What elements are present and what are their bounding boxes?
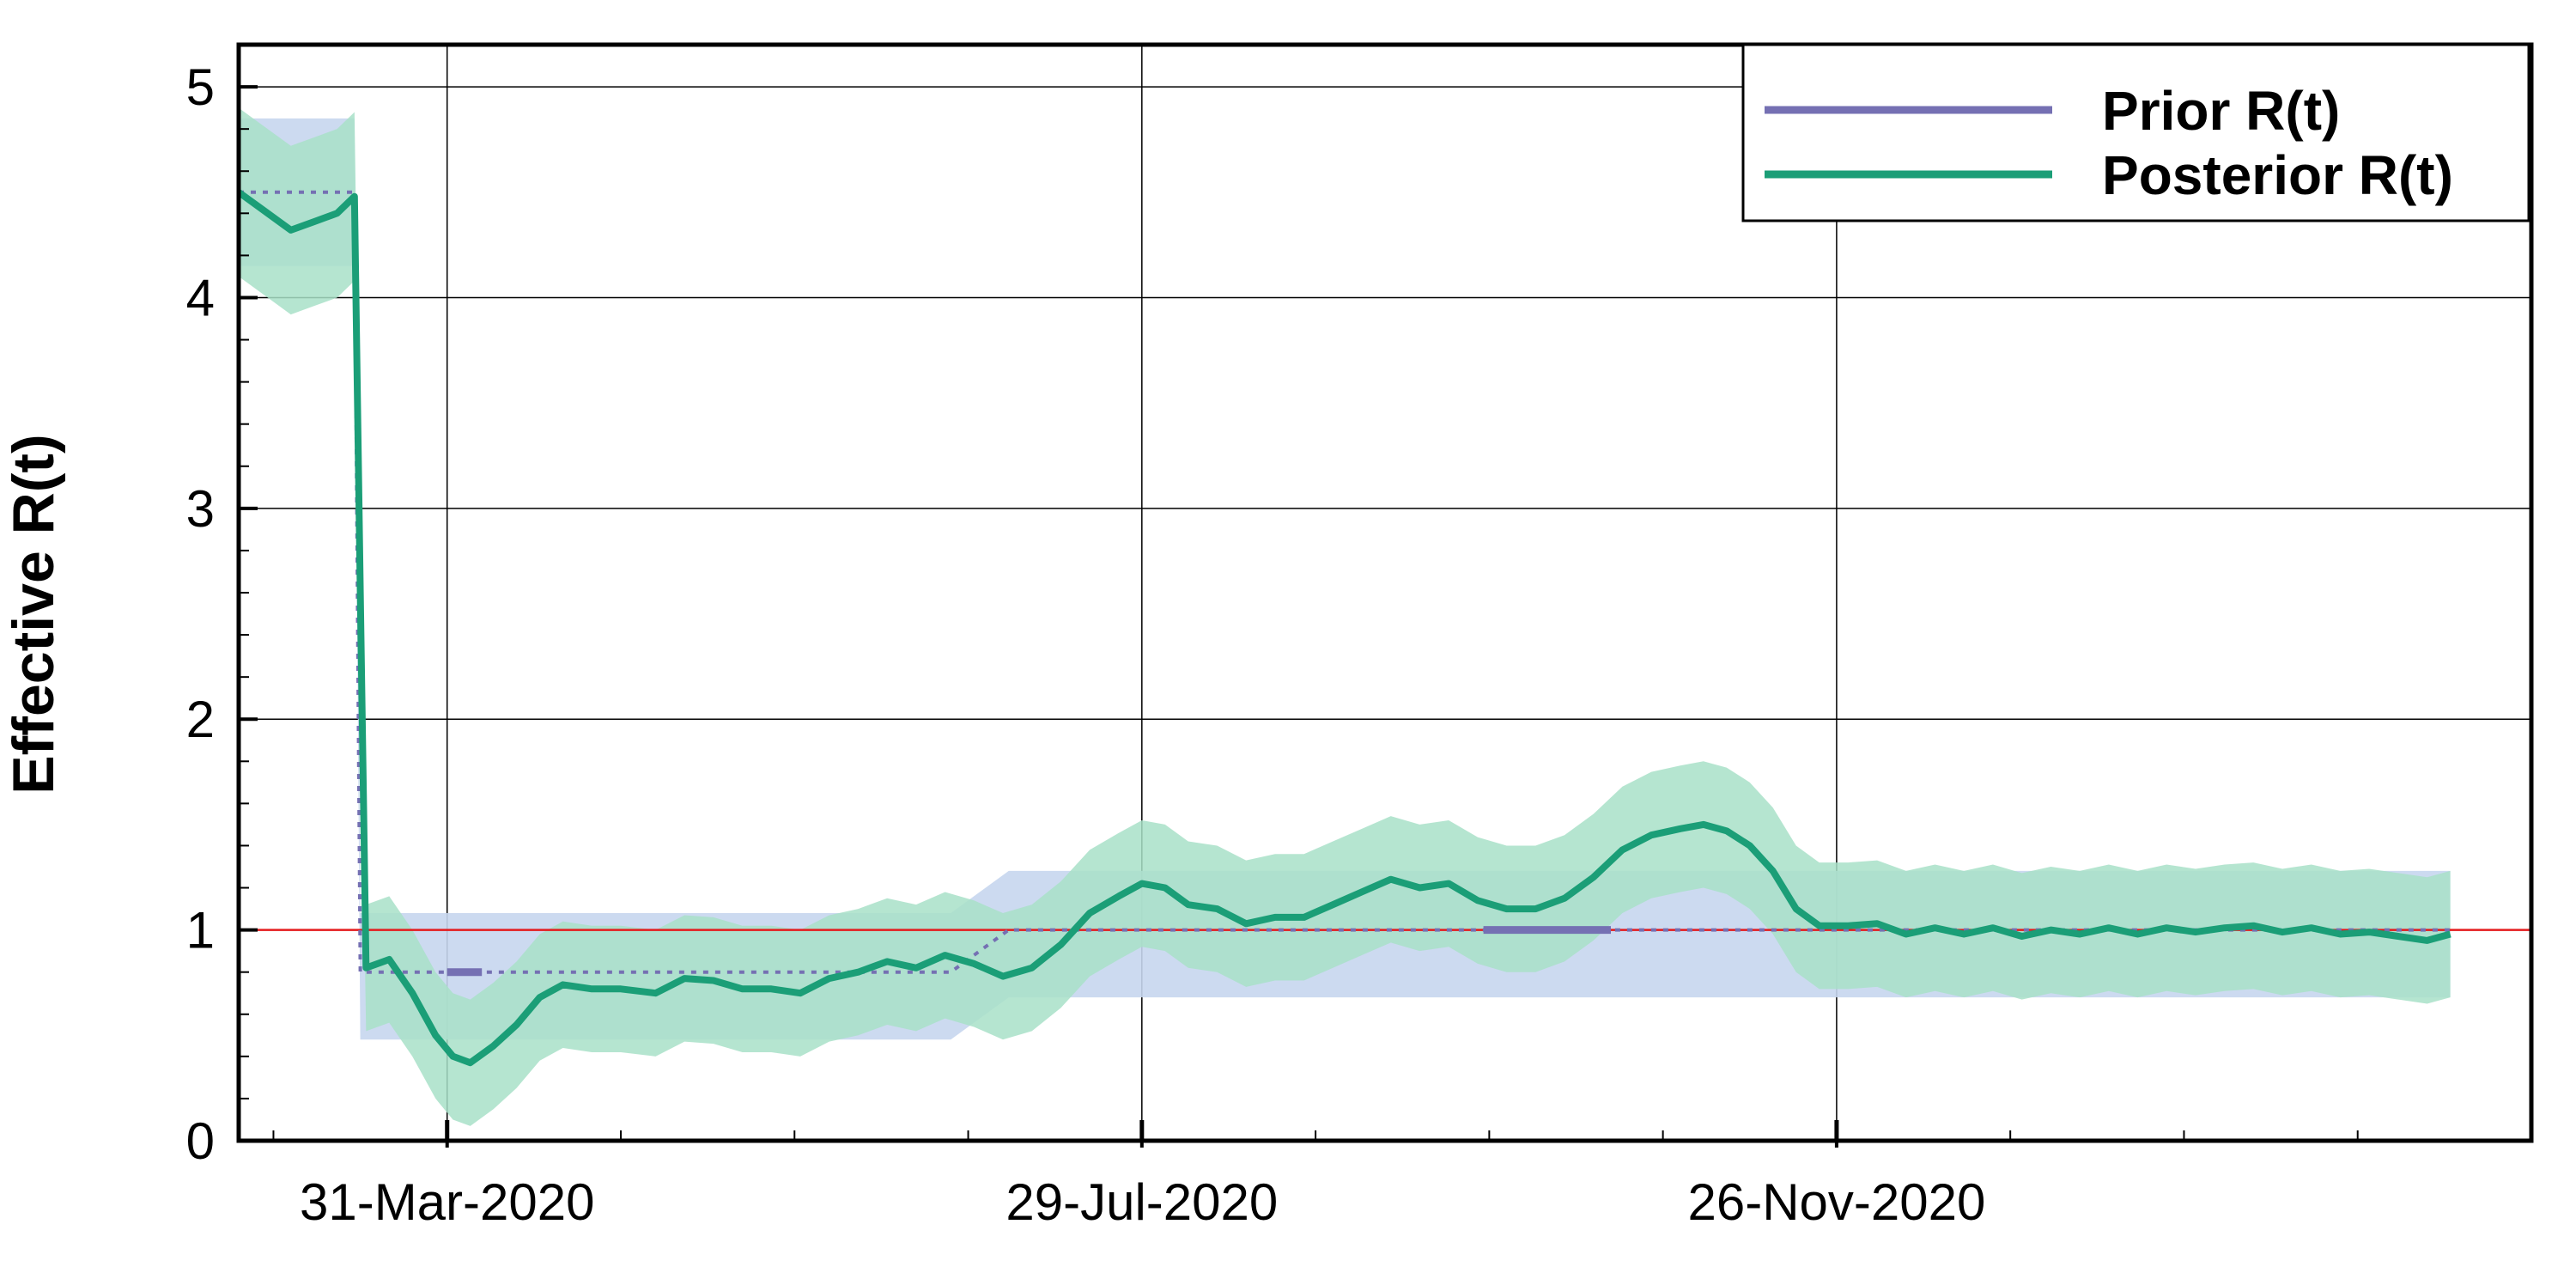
- y-tick-label: 3: [186, 480, 215, 538]
- legend-box: [1741, 43, 2530, 222]
- series-layer: [236, 189, 2451, 1067]
- y-tick-label: 1: [186, 902, 215, 959]
- legend-prior-label: Prior R(t): [2102, 80, 2340, 142]
- x-tick-label: 29-Jul-2020: [1005, 1173, 1278, 1231]
- y-axis-title: Effective R(t): [1, 434, 66, 794]
- y-tick-labels: 0 1 2 3 4 5: [186, 58, 215, 1170]
- prior-dotted-line: [239, 190, 2451, 974]
- posterior-line: [236, 189, 2451, 1067]
- y-tick-label: 2: [186, 691, 215, 748]
- x-tick-label: 31-Mar-2020: [300, 1173, 595, 1231]
- x-tick-label: 26-Nov-2020: [1687, 1173, 1985, 1231]
- y-tick-label: 4: [186, 269, 215, 326]
- x-tick-labels: 31-Mar-2020 29-Jul-2020 26-Nov-2020: [300, 1173, 1985, 1231]
- axis-ticks: [239, 44, 2532, 1148]
- y-tick-label: 0: [186, 1112, 215, 1170]
- y-tick-label: 5: [186, 58, 215, 116]
- posterior-sample-band: [239, 107, 2451, 1126]
- sample-envelopes: [239, 107, 2451, 1126]
- legend: Prior R(t) Posterior R(t): [1741, 43, 2530, 222]
- legend-posterior-label: Posterior R(t): [2102, 144, 2453, 206]
